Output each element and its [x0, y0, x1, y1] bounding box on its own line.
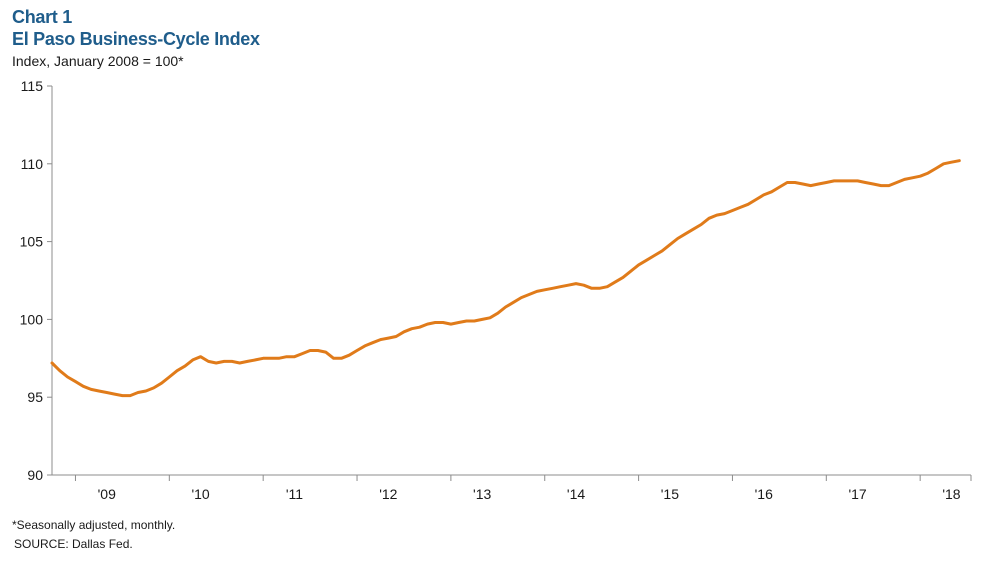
chart-number: Chart 1 — [12, 7, 72, 27]
y-tick-label: 110 — [21, 156, 44, 172]
x-tick-label: '17 — [848, 486, 866, 502]
series-line — [50, 159, 961, 398]
y-tick-label: 105 — [20, 234, 44, 250]
chart-subtitle: Index, January 2008 = 100* — [12, 53, 184, 69]
x-tick-label: '11 — [286, 486, 303, 502]
footnote: *Seasonally adjusted, monthly. — [12, 518, 176, 532]
x-tick-label: '14 — [567, 486, 585, 502]
chart-header: Chart 1 El Paso Business-Cycle Index Ind… — [12, 6, 260, 70]
chart-title: El Paso Business-Cycle Index — [12, 29, 260, 49]
y-tick-label: 100 — [20, 311, 44, 327]
x-tick-label: '18 — [942, 486, 960, 502]
x-tick-label: '15 — [661, 486, 679, 502]
y-tick-label: 95 — [27, 389, 43, 405]
x-tick-label: '09 — [98, 486, 116, 502]
y-tick-label: 90 — [27, 467, 43, 483]
chart-footer: *Seasonally adjusted, monthly. SOURCE: D… — [12, 516, 175, 554]
x-tick-label: '10 — [191, 486, 209, 502]
y-axis: 90 95 100 105 110 115 — [20, 78, 53, 483]
x-tick-label: '13 — [473, 486, 491, 502]
x-axis: '09 '10 '11 '12 '13 '14 '15 '16 '17 '18 — [52, 474, 972, 502]
plot-area — [50, 159, 961, 398]
x-tick-label: '16 — [755, 486, 773, 502]
x-tick-label: '12 — [379, 486, 397, 502]
y-tick-label: 115 — [21, 78, 44, 94]
source-note: SOURCE: Dallas Fed. — [14, 537, 133, 551]
